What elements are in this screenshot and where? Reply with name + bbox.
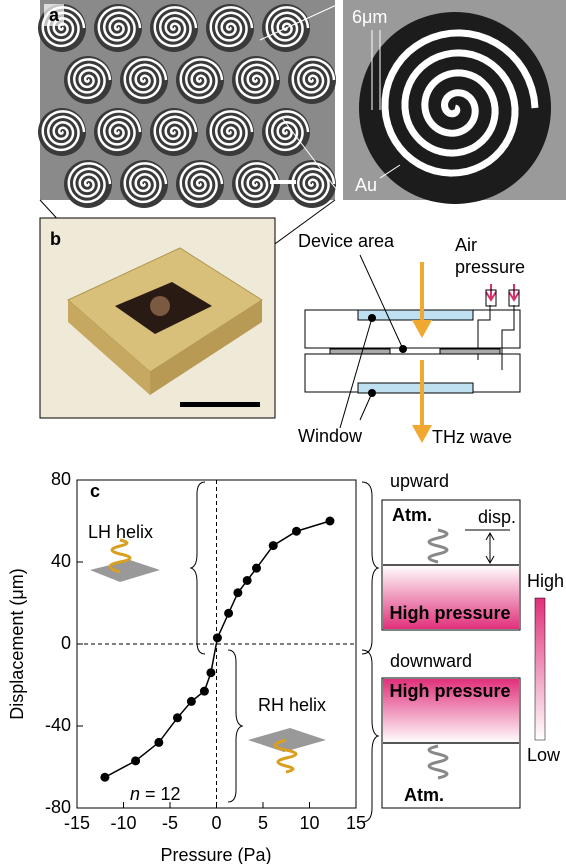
y-tick-label: 0 [61,633,71,653]
data-point [100,773,109,782]
material-label: Au [355,175,377,195]
annotation-symbol: n [130,784,140,804]
brace [191,482,205,654]
x-tick-label: 10 [299,813,319,833]
data-point [206,668,215,677]
annotation-value: = 12 [145,784,181,804]
label: Low [527,745,561,765]
data-point [200,687,209,696]
y-axis-label: Displacement (μm) [7,568,27,719]
scale-bar [270,180,296,184]
chamber [305,290,520,392]
brace [362,482,378,654]
x-tick-label: 0 [211,813,221,833]
scale-label: 6μm [352,7,387,27]
x-tick-label: -5 [162,813,178,833]
device-area [150,296,170,316]
device-layer [440,349,500,354]
label: High pressure [389,603,510,623]
x-axis-label: Pressure (Pa) [160,845,271,864]
pointer [340,255,403,428]
label: THz wave [432,427,512,447]
y-tick-label: -40 [45,715,71,735]
label: Atm. [392,505,432,525]
brace [228,650,242,802]
x-tick-label: 5 [258,813,268,833]
figure: a 6μm Au b Device area Air pressure Wind… [0,0,566,864]
color-bar [535,598,545,740]
y-tick-label: 40 [51,551,71,571]
label: upward [390,471,449,491]
label: Window [298,426,363,446]
label: Device area [298,231,395,251]
data-point [224,609,233,618]
disp-arrow [465,530,510,563]
helix [429,746,447,778]
x-tick-label: -10 [110,813,136,833]
data-point [325,517,334,526]
air-arrows [486,284,519,300]
data-point [154,738,163,747]
scale-bar [180,402,260,407]
helix-plane [90,560,160,582]
panel-label: a [49,5,60,25]
y-tick-label: 80 [51,469,71,489]
label: High [527,571,564,591]
panel-label: c [90,481,100,501]
helix [429,530,447,562]
data-point [269,541,278,550]
data-point [243,576,252,585]
data-point [187,697,196,706]
panel-label: b [50,229,61,249]
thz-arrow [412,262,432,443]
data-point [213,633,222,642]
brace [362,650,378,822]
label: Atm. [404,785,444,805]
y-tick-label: -80 [45,797,71,817]
data-point [252,564,261,573]
helix-plane [248,728,326,752]
label: pressure [455,257,525,277]
label: disp. [478,507,516,527]
label: High pressure [389,681,510,701]
data-point [173,713,182,722]
label: Air [455,235,477,255]
data-point [233,588,242,597]
label: downward [390,651,472,671]
annotation: RH helix [258,695,326,715]
device-layer [330,349,390,354]
annotation: n = 12 [130,784,181,804]
data-point [131,756,140,765]
data-point [292,527,301,536]
x-tick-label: 15 [346,813,366,833]
